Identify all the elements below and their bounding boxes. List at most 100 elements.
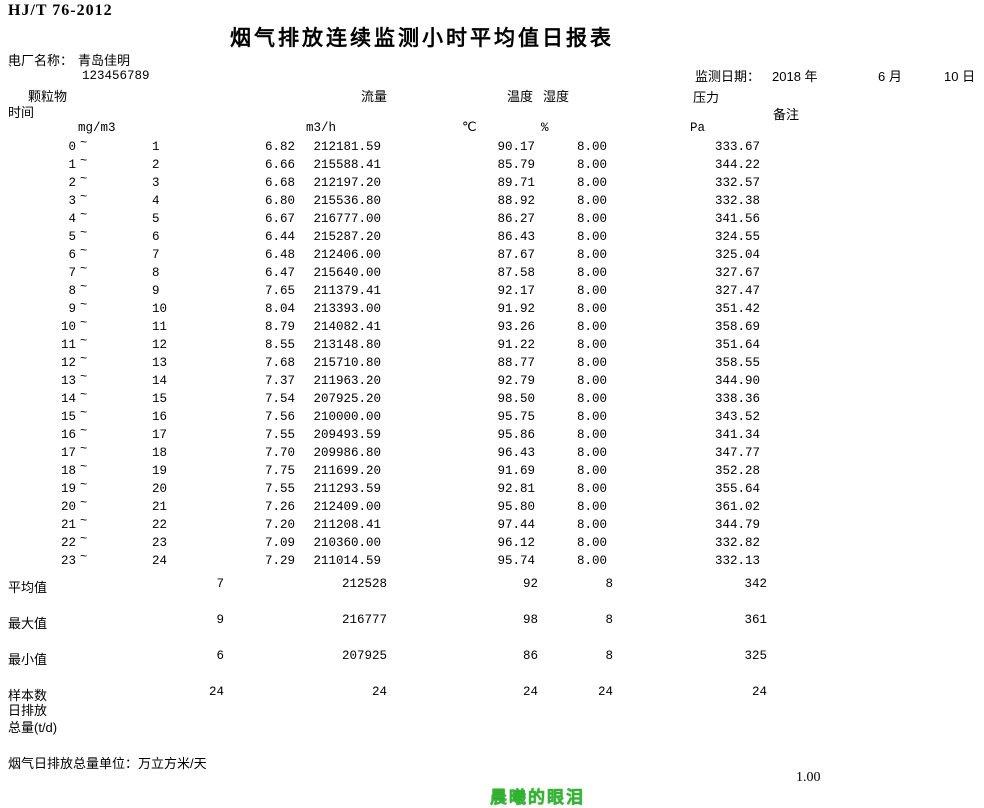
summary-row: 最小值 6 207925 86 8 325: [0, 649, 984, 667]
cell-pressure: 332.82: [714, 536, 760, 550]
cell-hour-end: 15: [152, 392, 168, 406]
cell-humidity: 8.00: [576, 230, 607, 244]
unit-temperature: ℃: [462, 119, 477, 134]
cell-pm: 7.26: [264, 500, 295, 514]
cell-pm: 6.68: [264, 176, 295, 190]
cell-temperature: 92.17: [497, 284, 535, 298]
cell-temperature: 85.79: [497, 158, 535, 172]
summary-flow: 216777: [341, 613, 387, 627]
cell-humidity: 8.00: [576, 176, 607, 190]
cell-hour-start: 20: [60, 500, 76, 514]
unit-pm: mg/m3: [78, 121, 116, 135]
cell-flow: 213148.80: [313, 338, 381, 352]
watermark-text: 晨曦的眼泪: [490, 788, 585, 807]
monitor-date-month: 6 月: [878, 69, 902, 84]
cell-hour-end: 2: [152, 158, 160, 172]
cell-pressure: 361.02: [714, 500, 760, 514]
cell-hour-start: 18: [60, 464, 76, 478]
table-row: 4 ~5 6.67 216777.00 86.27 8.00 341.56: [0, 208, 984, 230]
cell-pm: 7.55: [264, 482, 295, 496]
cell-pressure: 347.77: [714, 446, 760, 460]
summary-temperature: 86: [522, 649, 538, 663]
cell-pressure: 327.67: [714, 266, 760, 280]
cell-hour-start: 14: [60, 392, 76, 406]
tilde-separator: ~: [80, 424, 88, 438]
cell-pressure: 358.55: [714, 356, 760, 370]
cell-humidity: 8.00: [576, 338, 607, 352]
cell-hour-end: 22: [152, 518, 168, 532]
cell-pressure: 351.42: [714, 302, 760, 316]
cell-hour-end: 6: [152, 230, 160, 244]
cell-hour-end: 3: [152, 176, 160, 190]
cell-hour-end: 13: [152, 356, 168, 370]
cell-pressure: 352.28: [714, 464, 760, 478]
cell-pressure: 341.56: [714, 212, 760, 226]
table-row: 10 ~11 8.79 214082.41 93.26 8.00 358.69: [0, 316, 984, 338]
cell-humidity: 8.00: [576, 482, 607, 496]
cell-temperature: 97.44: [497, 518, 535, 532]
cell-temperature: 88.92: [497, 194, 535, 208]
cell-pressure: 333.67: [714, 140, 760, 154]
table-row: 16 ~17 7.55 209493.59 95.86 8.00 341.34: [0, 424, 984, 446]
cell-hour-start: 8: [68, 284, 76, 298]
cell-temperature: 95.86: [497, 428, 535, 442]
col-remark-label: 备注: [773, 107, 800, 122]
plant-name-label: 电厂名称：: [8, 53, 74, 68]
unit-flow: m3/h: [306, 121, 337, 135]
report-title: 烟气排放连续监测小时平均值日报表: [230, 27, 614, 50]
cell-pressure: 344.22: [714, 158, 760, 172]
table-row: 15 ~16 7.56 210000.00 95.75 8.00 343.52: [0, 406, 984, 428]
tilde-separator: ~: [80, 226, 88, 240]
cell-hour-end: 24: [152, 554, 168, 568]
cell-pressure: 332.57: [714, 176, 760, 190]
summary-pressure: 342: [744, 577, 767, 591]
table-row: 19 ~20 7.55 211293.59 92.81 8.00 355.64: [0, 478, 984, 500]
cell-pm: 7.68: [264, 356, 295, 370]
summary-label: 样本数: [8, 688, 48, 703]
summary-humidity: 8: [605, 649, 613, 663]
table-row: 22 ~23 7.09 210360.00 96.12 8.00 332.82: [0, 532, 984, 554]
daily-emission-line2: 总量(t/d): [8, 720, 58, 735]
cell-hour-start: 19: [60, 482, 76, 496]
cell-flow: 211293.59: [313, 482, 381, 496]
tilde-separator: ~: [80, 244, 88, 258]
cell-pm: 7.20: [264, 518, 295, 532]
cell-humidity: 8.00: [576, 320, 607, 334]
tilde-separator: ~: [80, 442, 88, 456]
tilde-separator: ~: [80, 316, 88, 330]
table-row: 7 ~8 6.47 215640.00 87.58 8.00 327.67: [0, 262, 984, 284]
cell-flow: 211379.41: [313, 284, 381, 298]
summary-pressure: 325: [744, 649, 767, 663]
cell-pressure: 355.64: [714, 482, 760, 496]
cell-flow: 209493.59: [313, 428, 381, 442]
cell-flow: 210000.00: [313, 410, 381, 424]
tilde-separator: ~: [80, 298, 88, 312]
table-row: 9 ~10 8.04 213393.00 91.92 8.00 351.42: [0, 298, 984, 320]
cell-humidity: 8.00: [576, 464, 607, 478]
cell-hour-end: 14: [152, 374, 168, 388]
cell-hour-end: 5: [152, 212, 160, 226]
summary-pressure: 24: [751, 685, 767, 699]
summary-humidity: 8: [605, 613, 613, 627]
cell-pm: 7.09: [264, 536, 295, 550]
table-row: 6 ~7 6.48 212406.00 87.67 8.00 325.04: [0, 244, 984, 266]
cell-pm: 7.55: [264, 428, 295, 442]
cell-pm: 6.47: [264, 266, 295, 280]
cell-humidity: 8.00: [576, 158, 607, 172]
tilde-separator: ~: [80, 334, 88, 348]
cell-flow: 215710.80: [313, 356, 381, 370]
cell-hour-end: 7: [152, 248, 160, 262]
cell-hour-start: 22: [60, 536, 76, 550]
summary-humidity: 24: [597, 685, 613, 699]
cell-humidity: 8.00: [576, 248, 607, 262]
table-row: 18 ~19 7.75 211699.20 91.69 8.00 352.28: [0, 460, 984, 482]
cell-temperature: 92.81: [497, 482, 535, 496]
cell-humidity: 8.00: [576, 212, 607, 226]
tilde-separator: ~: [80, 262, 88, 276]
cell-humidity: 8.00: [576, 374, 607, 388]
cell-temperature: 87.67: [497, 248, 535, 262]
cell-hour-end: 23: [152, 536, 168, 550]
cell-temperature: 90.17: [497, 140, 535, 154]
cell-pm: 7.70: [264, 446, 295, 460]
cell-hour-start: 6: [68, 248, 76, 262]
